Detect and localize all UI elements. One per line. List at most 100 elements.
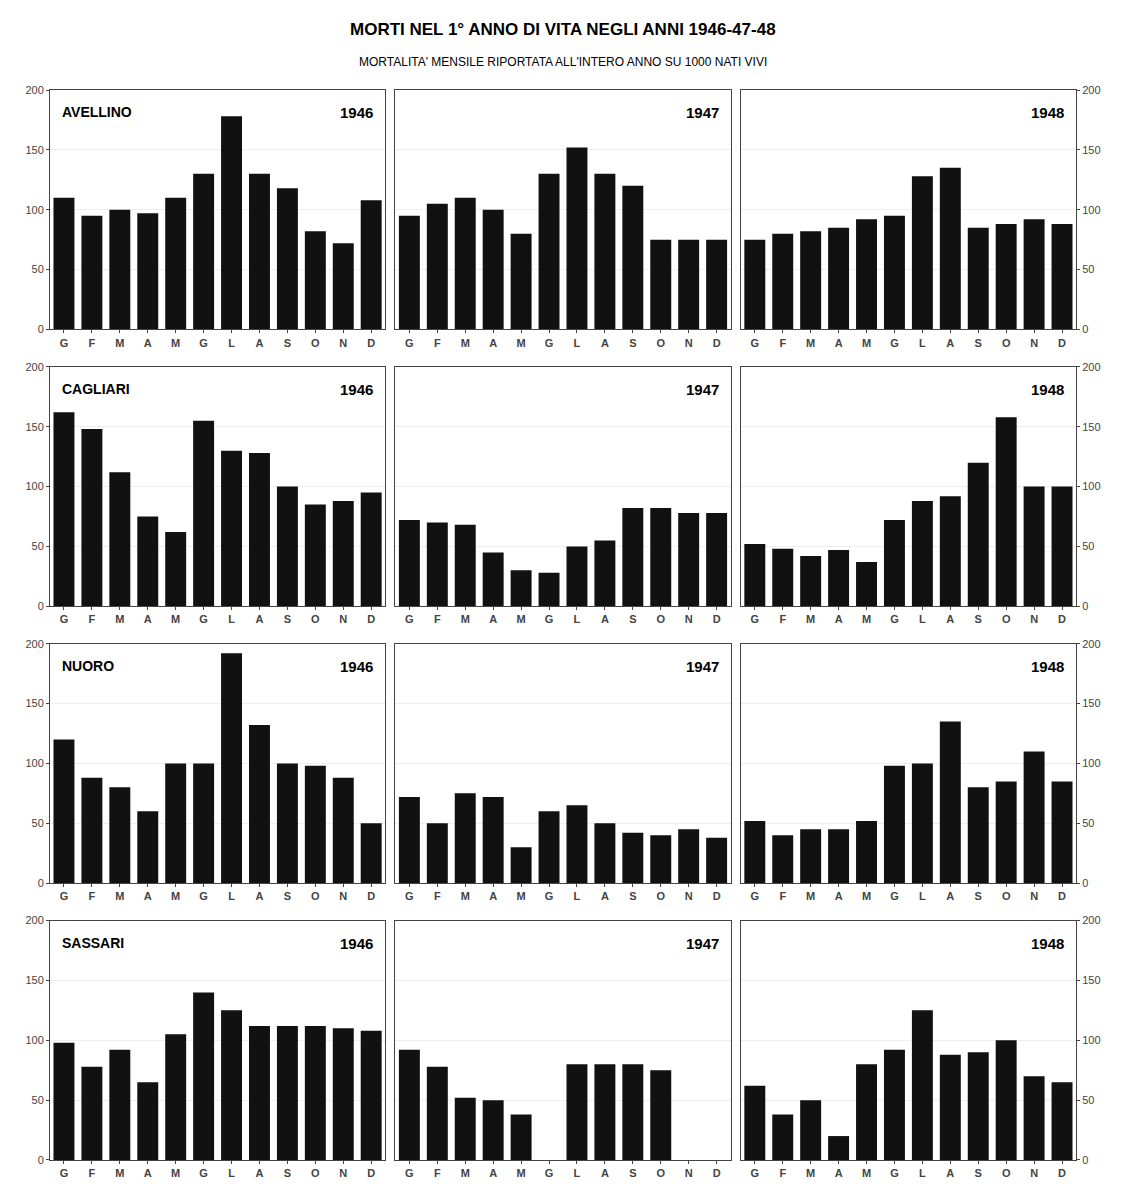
svg-text:O: O (311, 890, 320, 902)
svg-text:150: 150 (1082, 974, 1100, 986)
svg-text:150: 150 (25, 697, 43, 709)
svg-text:O: O (656, 1167, 665, 1179)
svg-text:G: G (199, 1167, 208, 1179)
svg-text:S: S (284, 337, 291, 349)
svg-text:M: M (461, 890, 470, 902)
svg-text:D: D (1058, 613, 1066, 625)
svg-text:L: L (574, 613, 581, 625)
svg-text:A: A (601, 613, 609, 625)
svg-text:N: N (685, 613, 693, 625)
svg-text:M: M (171, 890, 180, 902)
svg-text:150: 150 (1082, 421, 1100, 433)
svg-text:A: A (255, 890, 263, 902)
svg-text:F: F (434, 890, 441, 902)
svg-text:100: 100 (25, 480, 43, 492)
svg-text:G: G (60, 613, 69, 625)
svg-text:1948: 1948 (1031, 935, 1064, 952)
svg-text:M: M (115, 1167, 124, 1179)
svg-text:150: 150 (25, 974, 43, 986)
svg-text:1947: 1947 (686, 935, 719, 952)
svg-text:1948: 1948 (1031, 658, 1064, 675)
svg-text:F: F (89, 337, 96, 349)
svg-text:M: M (862, 1167, 871, 1179)
svg-text:G: G (405, 613, 414, 625)
svg-text:A: A (489, 337, 497, 349)
svg-text:A: A (489, 1167, 497, 1179)
svg-text:S: S (629, 613, 636, 625)
svg-text:A: A (255, 337, 263, 349)
svg-text:S: S (284, 613, 291, 625)
svg-text:0: 0 (38, 877, 44, 889)
svg-text:1947: 1947 (686, 381, 719, 398)
svg-text:M: M (517, 890, 526, 902)
svg-text:A: A (835, 613, 843, 625)
svg-text:M: M (862, 337, 871, 349)
svg-text:G: G (545, 1167, 554, 1179)
svg-text:M: M (517, 337, 526, 349)
svg-text:L: L (228, 890, 235, 902)
svg-text:O: O (656, 337, 665, 349)
svg-text:F: F (434, 337, 441, 349)
svg-text:A: A (489, 890, 497, 902)
svg-text:L: L (919, 1167, 926, 1179)
svg-text:G: G (751, 613, 760, 625)
svg-text:O: O (1002, 337, 1011, 349)
svg-text:F: F (89, 1167, 96, 1179)
svg-text:0: 0 (38, 1154, 44, 1166)
svg-text:D: D (713, 890, 721, 902)
svg-text:1946: 1946 (340, 381, 373, 398)
svg-text:0: 0 (1082, 600, 1088, 612)
svg-text:MORTI NEL 1° ANNO DI VITA NEGL: MORTI NEL 1° ANNO DI VITA NEGLI ANNI 194… (350, 20, 776, 39)
svg-text:M: M (461, 337, 470, 349)
svg-text:F: F (779, 337, 786, 349)
svg-text:M: M (806, 1167, 815, 1179)
svg-text:G: G (751, 890, 760, 902)
svg-text:M: M (115, 613, 124, 625)
svg-text:A: A (835, 890, 843, 902)
svg-text:200: 200 (25, 638, 43, 650)
svg-text:1946: 1946 (340, 935, 373, 952)
svg-text:G: G (751, 337, 760, 349)
svg-text:G: G (405, 890, 414, 902)
svg-text:O: O (1002, 890, 1011, 902)
svg-text:D: D (713, 337, 721, 349)
svg-text:L: L (574, 890, 581, 902)
svg-text:MORTALITA' MENSILE RIPORTATA A: MORTALITA' MENSILE RIPORTATA ALL'INTERO … (359, 55, 767, 69)
svg-text:D: D (367, 337, 375, 349)
svg-text:50: 50 (32, 263, 44, 275)
svg-text:0: 0 (1082, 1154, 1088, 1166)
svg-text:S: S (284, 890, 291, 902)
svg-text:M: M (171, 337, 180, 349)
svg-text:G: G (199, 337, 208, 349)
svg-text:D: D (1058, 1167, 1066, 1179)
svg-text:L: L (919, 890, 926, 902)
svg-text:G: G (890, 337, 899, 349)
svg-text:50: 50 (1082, 817, 1094, 829)
svg-text:L: L (919, 337, 926, 349)
svg-text:A: A (946, 337, 954, 349)
svg-text:50: 50 (1082, 263, 1094, 275)
svg-text:F: F (89, 890, 96, 902)
svg-text:F: F (779, 1167, 786, 1179)
svg-text:100: 100 (1082, 204, 1100, 216)
svg-text:S: S (629, 890, 636, 902)
svg-text:M: M (115, 890, 124, 902)
svg-text:O: O (656, 890, 665, 902)
svg-text:A: A (601, 890, 609, 902)
svg-text:O: O (311, 613, 320, 625)
svg-text:N: N (1030, 613, 1038, 625)
svg-text:L: L (574, 1167, 581, 1179)
svg-text:100: 100 (1082, 480, 1100, 492)
svg-text:L: L (228, 337, 235, 349)
svg-text:D: D (367, 613, 375, 625)
svg-text:A: A (489, 613, 497, 625)
svg-text:0: 0 (38, 600, 44, 612)
svg-text:200: 200 (1082, 638, 1100, 650)
svg-text:G: G (199, 890, 208, 902)
svg-text:F: F (779, 613, 786, 625)
svg-text:A: A (255, 613, 263, 625)
svg-text:G: G (890, 890, 899, 902)
svg-text:100: 100 (25, 204, 43, 216)
svg-text:A: A (144, 613, 152, 625)
svg-text:N: N (685, 1167, 693, 1179)
